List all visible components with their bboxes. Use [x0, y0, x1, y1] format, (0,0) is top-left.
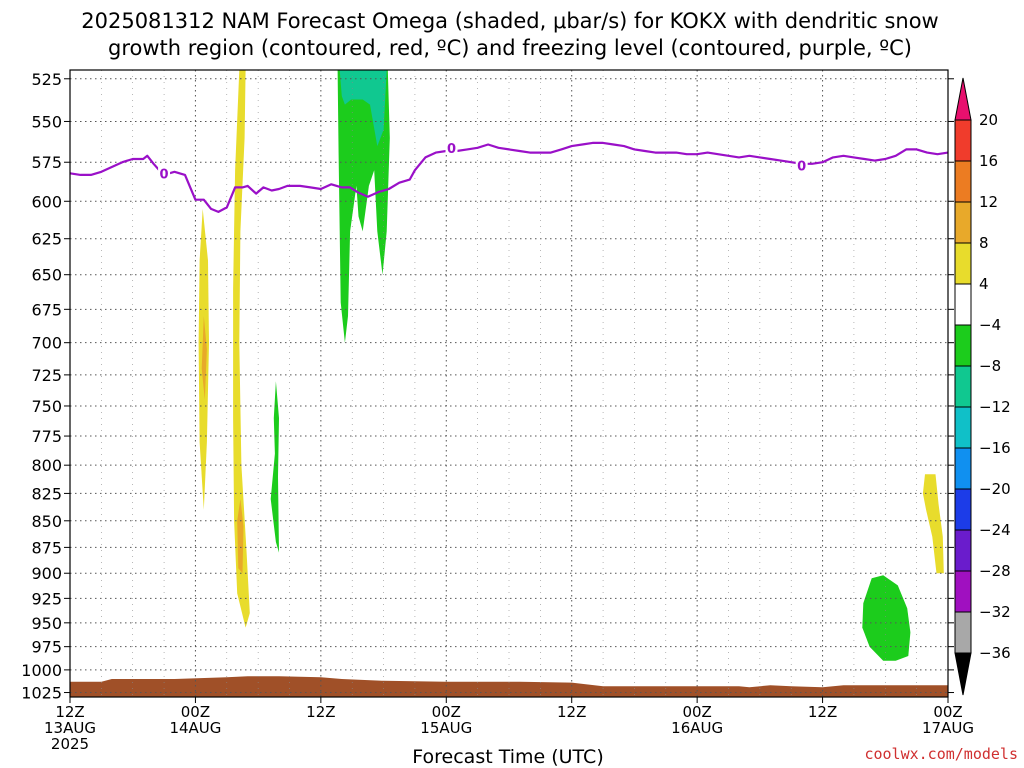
colorbar-label: −8 [979, 357, 1001, 375]
colorbar-label: −16 [979, 439, 1011, 457]
x-tick-label: 00Z [432, 703, 461, 721]
x-tick-label: 00Z [181, 703, 210, 721]
omega-region-orange-core-b [237, 499, 244, 574]
colorbar-bin [954, 488, 972, 531]
y-tick-label: 650 [31, 266, 62, 285]
colorbar-bin [954, 365, 972, 408]
colorbar-label: −28 [979, 562, 1011, 580]
y-tick-label: 875 [31, 538, 62, 557]
colorbar-bin [954, 242, 972, 285]
y-axis: 525 550 575 600 625 650 675 700 725 750 775 800 825 8… [21, 70, 954, 703]
x-tick-label: 15AUG [420, 719, 472, 737]
omega-region-orange-core-a [201, 316, 207, 400]
colorbar-label: 20 [979, 111, 998, 129]
colorbar-top-arrow [954, 77, 972, 121]
colorbar-label: 12 [979, 193, 998, 211]
y-tick-label: 700 [31, 334, 62, 353]
y-tick-label: 600 [31, 192, 62, 211]
y-tick-label: 575 [31, 153, 62, 172]
freezing-level-label-bg [158, 165, 171, 181]
x-tick-label: 12Z [557, 703, 586, 721]
x-tick-label: 12Z [808, 703, 837, 721]
credit-text: coolwx.com/models [864, 745, 1018, 763]
freezing-level-contour: 0 0 0 [69, 139, 949, 213]
colorbar-label: −36 [979, 644, 1011, 662]
freezing-level-label-bg [445, 139, 458, 155]
omega-region-yellow-late [922, 474, 944, 574]
omega-region-teal-cap [339, 70, 387, 147]
colorbar-label: 4 [979, 275, 989, 293]
chart-title-line-2: growth region (contoured, red, ºC) and f… [108, 36, 912, 60]
surface-terrain [70, 676, 948, 697]
y-tick-label: 550 [31, 112, 62, 131]
y-tick-label: 525 [31, 70, 62, 89]
colorbar-bin [954, 447, 972, 490]
freezing-level-line [69, 141, 949, 213]
omega-region-yellow-plume-b [233, 70, 250, 628]
y-tick-label: 750 [31, 397, 62, 416]
colorbar: 20 16 12 8 4 −4 −8 −12 −16 −20 −24 −28 −32 −36 [954, 77, 1011, 696]
x-tick-label: 12Z [55, 703, 84, 721]
chart-title-line-1: 2025081312 NAM Forecast Omega (shaded, μ… [81, 9, 938, 33]
colorbar-label: 16 [979, 152, 998, 170]
y-tick-label: 975 [31, 638, 62, 657]
colorbar-label: −4 [979, 316, 1001, 334]
colorbar-bin [954, 283, 972, 326]
y-tick-label: 775 [31, 427, 62, 446]
colorbar-bin [954, 201, 972, 244]
x-tick-label: 12Z [306, 703, 335, 721]
colorbar-bin [954, 529, 972, 572]
plot-regions [70, 70, 948, 697]
colorbar-bin [954, 119, 972, 162]
x-axis-label: Forecast Time (UTC) [412, 746, 603, 768]
freezing-level-label: 0 [447, 142, 456, 157]
freezing-level-label: 0 [160, 167, 169, 182]
freezing-level-label-bg [795, 157, 808, 173]
y-tick-label: 625 [31, 230, 62, 249]
freezing-level-label: 0 [797, 159, 806, 174]
x-tick-label: 16AUG [671, 719, 723, 737]
y-tick-label: 675 [31, 300, 62, 319]
y-tick-label: 725 [31, 366, 62, 385]
colorbar-bin [954, 611, 972, 654]
y-tick-label: 900 [31, 564, 62, 583]
x-tick-label: 14AUG [169, 719, 221, 737]
colorbar-label: −12 [979, 398, 1011, 416]
colorbar-bin [954, 160, 972, 203]
colorbar-bin [954, 324, 972, 367]
colorbar-label: −32 [979, 603, 1011, 621]
y-tick-label: 825 [31, 484, 62, 503]
omega-region-green-streak [270, 381, 279, 553]
y-tick-label: 1000 [21, 661, 62, 680]
y-tick-label: 950 [31, 614, 62, 633]
colorbar-bin [954, 570, 972, 613]
y-tick-label: 925 [31, 589, 62, 608]
x-tick-label: 17AUG [922, 719, 974, 737]
x-tick-label: 00Z [682, 703, 711, 721]
x-tick-label: 2025 [51, 735, 89, 753]
colorbar-bin [954, 406, 972, 449]
colorbar-label: 8 [979, 234, 989, 252]
y-tick-label: 800 [31, 456, 62, 475]
plot-frame [69, 69, 949, 698]
x-tick-label: 13AUG [44, 719, 96, 737]
y-tick-label: 1025 [21, 684, 62, 703]
grid-lines [69, 70, 949, 697]
chart-title: 2025081312 NAM Forecast Omega (shaded, μ… [81, 9, 938, 60]
omega-region-green-late [862, 575, 911, 661]
colorbar-label: −24 [979, 521, 1011, 539]
colorbar-bottom-arrow [954, 652, 972, 696]
colorbar-label: −20 [979, 480, 1011, 498]
y-tick-label: 850 [31, 512, 62, 531]
x-tick-label: 00Z [933, 703, 962, 721]
